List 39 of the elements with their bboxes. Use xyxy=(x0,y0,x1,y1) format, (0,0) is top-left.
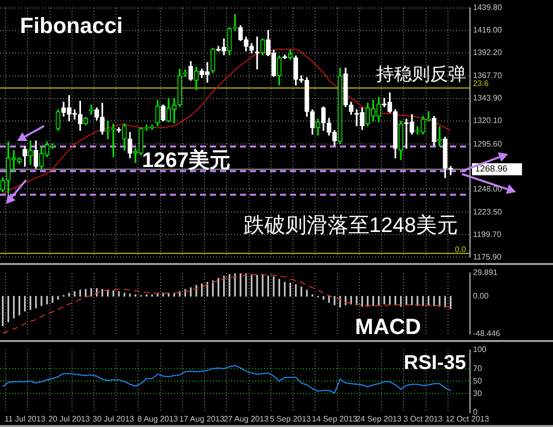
y-tick-label: 1223.50 xyxy=(473,207,502,216)
y-tick-label: -48.446 xyxy=(473,329,501,338)
y-tick-label: 30 xyxy=(473,388,482,398)
line-series xyxy=(2,274,452,334)
y-tick-label: 0 xyxy=(473,408,478,417)
x-tick-label: 27 Aug 2013 xyxy=(224,414,270,424)
y-tick-label: 50 xyxy=(473,376,482,386)
y-tick-label: 1343.90 xyxy=(473,94,502,103)
x-tick-label: 14 Sep 2013 xyxy=(312,414,358,424)
x-tick-label: 3 Oct 2013 xyxy=(403,414,444,424)
y-tick-label: 0.00 xyxy=(473,291,490,300)
annotation: 持稳则反弹 xyxy=(376,64,466,84)
text: MACD xyxy=(355,314,421,339)
x-tick-label: 5 Sep 2013 xyxy=(270,414,312,424)
y-tick-label: 1175.90 xyxy=(473,252,502,262)
y-tick-label: 1320.10 xyxy=(473,116,502,126)
annotation: 0.0 xyxy=(454,245,467,254)
x-tick-label: 30 Jul 2013 xyxy=(92,414,135,424)
y-tick-label: 1416.00 xyxy=(473,25,502,34)
chart-title: Fibonacci xyxy=(20,13,123,38)
y-tick-label: 1439.80 xyxy=(473,3,502,12)
chart-title: RSI-35 xyxy=(404,352,466,374)
x-tick-label: 20 Jul 2013 xyxy=(48,414,90,424)
y-tick-label: 1367.70 xyxy=(473,71,502,80)
x-tick-label: 24 Sep 2013 xyxy=(356,414,402,424)
y-tick-label: 29.891 xyxy=(473,268,498,278)
y-tick-label: 1392.20 xyxy=(473,48,502,57)
annotation: 1267美元 xyxy=(142,148,231,172)
y-tick-label: 1295.60 xyxy=(473,139,502,148)
x-tick-label: 12 Oct 2013 xyxy=(445,414,490,424)
annotation: 跌破则滑落至1248美元 xyxy=(243,214,458,237)
x-tick-label: 8 Aug 2013 xyxy=(137,414,178,424)
y-tick-label: 100 xyxy=(473,345,487,354)
y-tick-label: 1199.70 xyxy=(473,230,502,239)
ref-line-label: 1268.96 xyxy=(475,164,508,174)
x-tick-label: 17 Aug 2013 xyxy=(179,414,225,424)
x-tick-label: 11 Jul 2013 xyxy=(4,414,46,424)
y-tick-label: 70 xyxy=(473,364,482,373)
text: 23.6 xyxy=(473,79,490,88)
